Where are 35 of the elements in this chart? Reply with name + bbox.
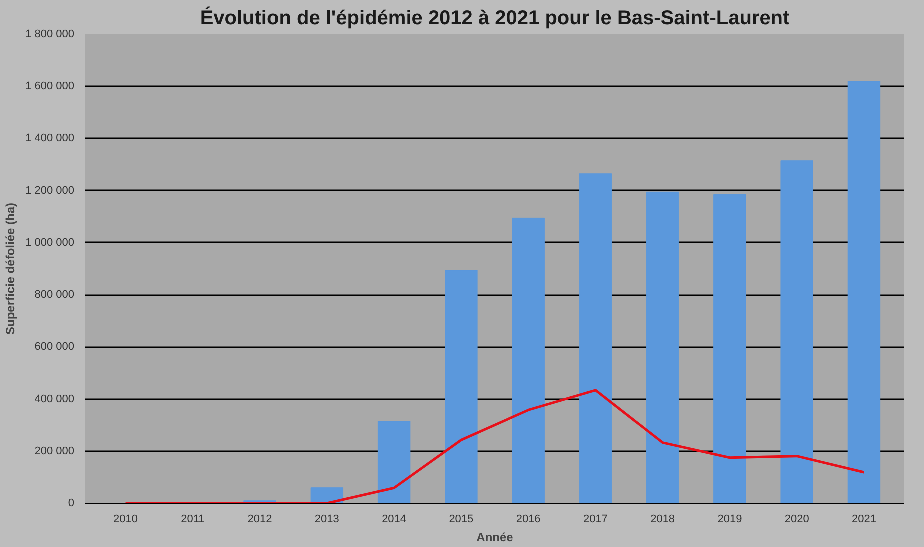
x-axis-title: Année bbox=[476, 530, 514, 544]
x-tick-label: 2021 bbox=[852, 514, 876, 526]
bar bbox=[780, 160, 814, 504]
x-tick-label: 2019 bbox=[718, 514, 742, 526]
y-tick-label: 1 800 000 bbox=[26, 28, 74, 40]
x-tick-label: 2010 bbox=[114, 514, 138, 526]
y-tick-label: 400 000 bbox=[34, 393, 75, 406]
bar bbox=[714, 194, 746, 504]
bar bbox=[579, 174, 612, 504]
bar bbox=[445, 270, 478, 504]
bar bbox=[512, 218, 545, 504]
chart-title: Évolution de l'épidémie 2012 à 2021 pour le Bas-Saint-Laurent bbox=[200, 6, 790, 30]
x-tick-label: 2017 bbox=[583, 514, 608, 526]
y-tick-label: 1 600 000 bbox=[26, 80, 74, 93]
bar bbox=[310, 488, 344, 504]
y-tick-label: 1 000 000 bbox=[26, 236, 74, 249]
y-tick-label: 800 000 bbox=[34, 289, 75, 302]
y-tick-label: 0 bbox=[68, 498, 75, 510]
x-tick-label: 2018 bbox=[650, 514, 676, 526]
x-tick-label: 2011 bbox=[181, 514, 205, 526]
y-tick-label: 200 000 bbox=[34, 445, 75, 458]
x-tick-label: 2013 bbox=[314, 514, 340, 526]
y-tick-label: 1 200 000 bbox=[26, 184, 74, 197]
x-tick-label: 2012 bbox=[248, 514, 272, 526]
y-tick-label: 1 400 000 bbox=[26, 132, 74, 145]
x-tick-label: 2014 bbox=[382, 514, 407, 526]
y-axis-title: Superficie défoliée (ha) bbox=[4, 202, 18, 336]
line-series bbox=[124, 389, 866, 504]
bar bbox=[378, 421, 411, 504]
bar bbox=[848, 81, 881, 504]
y-tick-label: 600 000 bbox=[34, 341, 75, 354]
bar bbox=[646, 192, 680, 504]
x-tick-label: 2015 bbox=[449, 514, 474, 526]
x-tick-label: 2016 bbox=[516, 514, 541, 526]
x-tick-label: 2020 bbox=[784, 514, 810, 526]
